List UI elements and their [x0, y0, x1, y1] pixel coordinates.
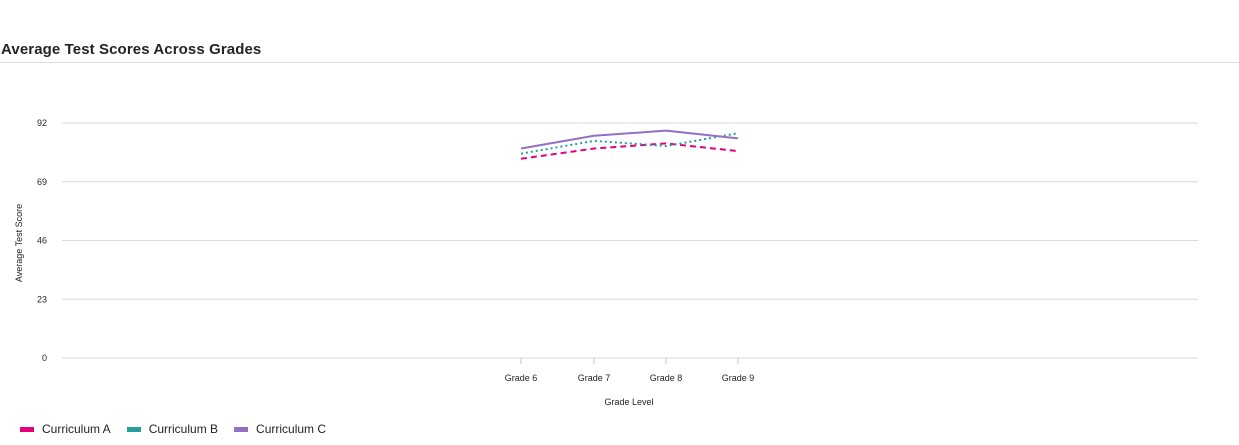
- y-tick-label: 46: [37, 236, 47, 246]
- series-line-curriculum-b: [520, 132, 739, 155]
- x-tick-label: Grade 8: [650, 373, 683, 383]
- x-axis-title: Grade Level: [604, 397, 653, 407]
- legend-swatch: [234, 426, 249, 432]
- legend-item[interactable]: Curriculum C: [234, 422, 326, 436]
- legend-swatch: [126, 426, 141, 432]
- chart-legend: Curriculum A Curriculum B Curriculum C: [20, 422, 326, 436]
- y-tick-label: 92: [37, 118, 47, 128]
- y-tick-label: 0: [42, 353, 47, 363]
- series-line-curriculum-a: [520, 142, 739, 160]
- legend-label: Curriculum B: [148, 422, 219, 436]
- legend-label: Curriculum A: [42, 422, 111, 436]
- chart-title: Average Test Scores Across Grades: [1, 41, 262, 58]
- legend-swatch: [20, 426, 34, 432]
- x-tick-label: Grade 6: [505, 373, 538, 383]
- series-line-curriculum-c: [520, 129, 739, 150]
- y-tick-label: 23: [37, 294, 47, 304]
- y-axis-title: Average Test Score: [14, 204, 24, 282]
- legend-item[interactable]: Curriculum A: [20, 422, 111, 436]
- line-chart: 0 23 46 69 92 Grade 6 Grade 7 Grade 8 Grade 9 G…: [14, 118, 1198, 407]
- legend-item[interactable]: Curriculum B: [126, 422, 219, 436]
- x-tick-label: Grade 7: [578, 373, 611, 383]
- title-divider: [0, 62, 1239, 63]
- legend-label: Curriculum C: [256, 422, 327, 436]
- x-tick-label: Grade 9: [722, 373, 755, 383]
- y-tick-label: 69: [37, 177, 47, 187]
